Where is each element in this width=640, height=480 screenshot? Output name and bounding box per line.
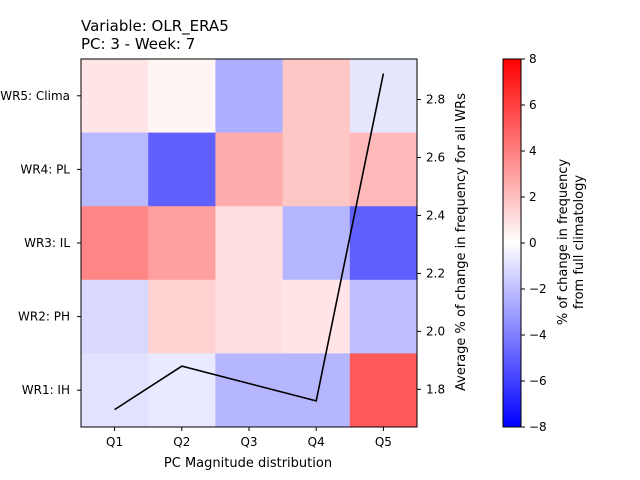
y-axis: WR5: Clima WR4: PL WR3: IL WR2: PH WR1: IH	[0, 89, 81, 397]
colorbar-tick-label: 8	[529, 52, 537, 66]
chart-subtitle: PC: 3 - Week: 7	[81, 35, 195, 53]
y2-tick-label: 2.0	[426, 324, 445, 338]
y-tick-label: WR1: IH	[22, 383, 70, 397]
heatmap-cell	[81, 206, 149, 281]
colorbar-tick-label: 2	[529, 190, 537, 204]
heatmap-cell	[282, 279, 351, 354]
x-axis-label: PC Magnitude distribution	[164, 456, 332, 471]
colorbar-tick-label: 6	[529, 98, 537, 112]
heatmap-cell	[215, 132, 284, 207]
heatmap-cell	[81, 132, 149, 207]
heatmap-cells	[81, 59, 418, 428]
heatmap-cell	[81, 59, 149, 134]
colorbar	[502, 58, 522, 428]
heatmap-cell	[148, 59, 216, 134]
y2-tick-label: 2.4	[426, 208, 445, 222]
y-tick-label: WR2: PH	[18, 310, 70, 324]
heatmap-cell	[282, 132, 351, 207]
secondary-y-axis: 1.8 2.0 2.2 2.4 2.6 2.8	[417, 93, 445, 396]
x-tick-label: Q1	[106, 435, 123, 449]
colorbar-tick-label: 4	[529, 144, 537, 158]
colorbar-axis: −8 −6 −4 −2 0 2 4 6 8	[521, 52, 547, 434]
heatmap-cell	[215, 206, 284, 281]
heatmap-cell	[148, 206, 216, 281]
heatmap-cell	[349, 59, 418, 134]
average-line-layer	[114, 73, 385, 411]
heatmap-cell	[148, 132, 216, 207]
secondary-y-axis-label: Average % of change in frequency for all…	[454, 93, 469, 391]
y2-tick-label: 2.8	[426, 93, 445, 107]
colorbar-tick-label: −4	[529, 328, 547, 342]
colorbar-tick-label: −8	[529, 420, 547, 434]
colorbar-tick-label: −6	[529, 374, 547, 388]
heatmap-cell	[215, 353, 284, 428]
x-axis: Q1 Q2 Q3 Q4 Q5	[106, 427, 392, 449]
x-tick-label: Q4	[308, 435, 325, 449]
heatmap-cell	[81, 353, 149, 428]
heatmap-cell	[349, 206, 418, 281]
heatmap-cell	[282, 59, 351, 134]
x-tick-label: Q3	[240, 435, 257, 449]
colorbar-tick-label: 0	[529, 236, 537, 250]
heatmap-cell	[215, 279, 284, 354]
heatmap-cell	[81, 279, 149, 354]
colorbar-label-line1: % of change in frequency	[556, 159, 571, 326]
heatmap-cell	[282, 206, 351, 281]
y-tick-label: WR3: IL	[24, 236, 70, 250]
y-tick-label: WR5: Clima	[0, 89, 70, 103]
x-tick-label: Q2	[173, 435, 190, 449]
colorbar-label-line2: from full climatology	[572, 175, 587, 309]
heatmap-cell	[215, 59, 284, 134]
heatmap-cell	[349, 132, 418, 207]
x-tick-label: Q5	[375, 435, 392, 449]
colorbar-tick-label: −2	[529, 282, 547, 296]
heatmap-cell	[349, 279, 418, 354]
heatmap-cell	[282, 353, 351, 428]
y2-tick-label: 2.6	[426, 151, 445, 165]
heatmap-cell	[148, 353, 216, 428]
chart-title: Variable: OLR_ERA5	[81, 17, 229, 36]
heatmap-cell	[349, 353, 418, 428]
y2-tick-label: 1.8	[426, 382, 445, 396]
heatmap-cell	[148, 279, 216, 354]
y2-tick-label: 2.2	[426, 266, 445, 280]
average-change-line	[114, 73, 385, 411]
y-tick-label: WR4: PL	[20, 162, 70, 176]
